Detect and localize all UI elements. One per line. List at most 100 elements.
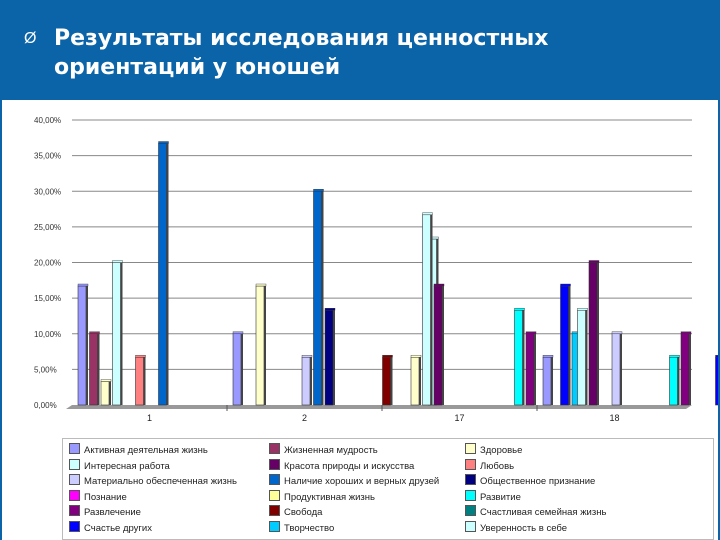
y-tick-label: 15,00% — [34, 294, 61, 303]
bar-side — [390, 355, 393, 405]
legend-swatch — [269, 520, 280, 532]
chart-legend: Активная деятельная жизнь Жизненная мудро… — [62, 438, 714, 540]
y-tick-label: 5,00% — [34, 365, 57, 374]
chart-floor — [66, 405, 692, 409]
bar-side — [120, 260, 123, 405]
bar-side — [597, 260, 599, 405]
y-tick-label: 25,00% — [34, 223, 61, 232]
legend-label: Познание — [84, 491, 127, 503]
legend-label: Развлечение — [84, 507, 141, 518]
bar-top — [77, 283, 89, 287]
bar — [158, 143, 167, 406]
bar-top — [382, 355, 393, 358]
legend-swatch — [465, 520, 476, 532]
bar-top — [112, 260, 123, 263]
legend-label: Счастливая семейная жизнь — [480, 507, 607, 518]
legend-item: Счастливая семейная жизнь — [465, 505, 606, 519]
chart-panel: 0,00% 5,00% 10,00% 15,00% 20,00% 25,00% 30,00%… — [2, 100, 718, 540]
bar-top — [324, 308, 336, 311]
bar-chart: 0,00% 5,00% 10,00% 15,00% 20,00% 25,00% 30,00%… — [34, 116, 718, 423]
bar-side — [585, 308, 588, 405]
bar-top — [135, 355, 146, 358]
legend-swatch — [69, 520, 80, 532]
legend-item: Продуктивная жизнь — [269, 489, 375, 504]
bar-side — [442, 284, 444, 405]
legend-swatch — [69, 458, 80, 470]
bar — [313, 190, 322, 406]
legend-item: Познание — [69, 489, 127, 504]
bar-top — [525, 331, 537, 334]
bar-side — [97, 331, 100, 405]
x-tick-label: 1 — [147, 413, 152, 423]
bar-side — [677, 355, 680, 405]
bar — [89, 333, 98, 406]
bar — [525, 333, 535, 406]
legend-label: Любовь — [480, 460, 515, 472]
y-tick-label: 20,00% — [34, 259, 61, 268]
bar-top — [542, 355, 554, 358]
x-tick-label: 18 — [609, 413, 619, 423]
legend-label: Материально обеспеченная жизнь — [84, 476, 237, 487]
bar — [77, 285, 87, 406]
legend-label: Здоровье — [480, 445, 523, 456]
bar-side — [534, 331, 536, 405]
bar-top — [255, 283, 267, 287]
bar-top — [313, 189, 324, 192]
bar — [560, 285, 569, 406]
bar-side — [241, 331, 243, 405]
legend-label: Интересная работа — [84, 460, 170, 472]
bar-top — [680, 331, 692, 334]
legend-swatch — [465, 458, 476, 470]
bar-top — [410, 355, 422, 358]
legend-item: Развлечение — [69, 505, 141, 519]
bar-top — [611, 331, 623, 334]
legend-label: Счастье других — [84, 522, 152, 534]
bar-side — [551, 355, 553, 405]
bar-side — [310, 355, 312, 405]
y-tick-label: 0,00% — [34, 401, 57, 410]
bar — [100, 381, 110, 406]
bar — [611, 333, 621, 406]
bar — [232, 333, 242, 406]
bar — [514, 309, 523, 406]
bar-side — [264, 284, 266, 405]
x-tick-label: 17 — [454, 413, 464, 423]
legend-swatch — [465, 443, 476, 454]
slide-title: Результаты исследования ценностных ориен… — [54, 26, 549, 80]
legend-item: Уверенность в себе — [465, 520, 567, 535]
bar-top — [301, 355, 313, 358]
legend-item: Активная деятельная жизнь — [69, 443, 208, 457]
legend-item: Интересная работа — [69, 458, 170, 473]
bar-side — [333, 308, 335, 405]
bar-side — [568, 284, 571, 405]
bar-side — [620, 331, 622, 405]
legend-label: Развитие — [480, 491, 521, 503]
legend-item: Красота природы и искусства — [269, 458, 415, 473]
legend-item: Творчество — [269, 520, 335, 535]
legend-item: Здоровье — [465, 443, 522, 457]
legend-item: Развитие — [465, 489, 521, 504]
y-tick-label: 10,00% — [34, 330, 61, 339]
bar-side — [86, 284, 88, 405]
legend-label: Творчество — [284, 522, 335, 534]
bar-top — [669, 355, 680, 358]
bar-side — [321, 189, 324, 405]
bar — [112, 262, 121, 406]
bar-side — [689, 331, 691, 405]
bar — [410, 356, 420, 406]
bar-top — [514, 308, 525, 311]
legend-item: Любовь — [465, 458, 515, 473]
bar — [588, 262, 598, 406]
y-tick-label: 35,00% — [34, 152, 61, 161]
bar — [542, 356, 552, 406]
legend-label: Уверенность в себе — [480, 522, 567, 534]
legend-label: Активная деятельная жизнь — [84, 445, 208, 456]
legend-label: Продуктивная жизнь — [284, 491, 375, 503]
legend-swatch — [69, 489, 80, 501]
legend-label: Общественное признание — [480, 476, 596, 487]
legend-label: Красота природы и искусства — [284, 460, 415, 472]
bar — [680, 333, 690, 406]
legend-label: Свобода — [284, 507, 323, 518]
bullet-arrow-icon: Ø — [24, 30, 37, 47]
bar — [715, 356, 718, 406]
